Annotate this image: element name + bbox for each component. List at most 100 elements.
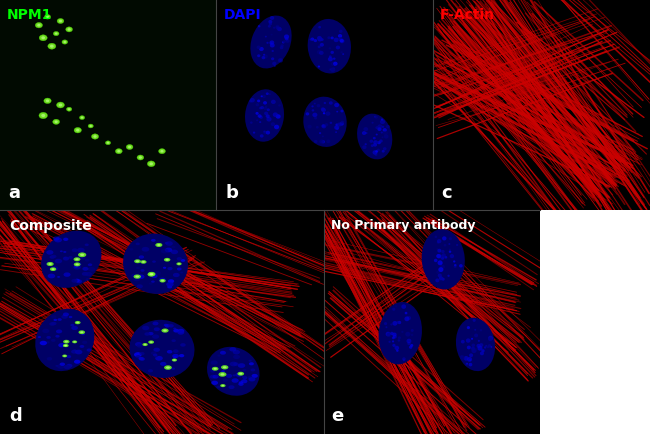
Ellipse shape [159, 279, 166, 283]
Ellipse shape [437, 241, 439, 244]
Ellipse shape [248, 360, 252, 362]
Ellipse shape [74, 265, 78, 268]
Ellipse shape [64, 273, 71, 277]
Ellipse shape [374, 116, 378, 118]
Ellipse shape [157, 244, 161, 246]
Ellipse shape [228, 385, 235, 389]
Ellipse shape [250, 368, 255, 372]
Ellipse shape [238, 363, 245, 368]
Ellipse shape [64, 345, 66, 346]
Ellipse shape [469, 359, 471, 361]
Ellipse shape [480, 352, 484, 355]
Ellipse shape [233, 350, 240, 355]
Ellipse shape [149, 283, 153, 285]
Ellipse shape [278, 104, 281, 106]
Ellipse shape [58, 104, 62, 106]
Ellipse shape [51, 322, 57, 325]
Ellipse shape [51, 266, 58, 271]
Ellipse shape [385, 332, 391, 336]
Ellipse shape [46, 250, 53, 255]
Ellipse shape [154, 271, 161, 276]
Ellipse shape [59, 20, 62, 22]
Ellipse shape [338, 34, 342, 38]
Ellipse shape [53, 31, 59, 36]
Ellipse shape [252, 374, 258, 378]
Ellipse shape [63, 312, 69, 316]
Ellipse shape [257, 46, 261, 49]
Ellipse shape [335, 132, 337, 133]
Ellipse shape [488, 337, 492, 341]
Ellipse shape [164, 242, 168, 244]
Ellipse shape [172, 354, 179, 358]
Ellipse shape [380, 119, 385, 124]
Ellipse shape [410, 344, 413, 347]
Ellipse shape [72, 340, 77, 343]
Ellipse shape [226, 374, 232, 378]
Ellipse shape [271, 100, 276, 104]
Ellipse shape [168, 324, 174, 328]
Ellipse shape [383, 131, 388, 135]
Ellipse shape [79, 345, 84, 348]
Ellipse shape [376, 141, 378, 144]
Ellipse shape [436, 254, 441, 258]
Ellipse shape [155, 243, 162, 247]
Ellipse shape [221, 370, 225, 372]
Ellipse shape [441, 253, 446, 257]
Ellipse shape [340, 39, 344, 43]
Ellipse shape [161, 329, 168, 332]
Ellipse shape [233, 355, 240, 359]
Ellipse shape [437, 254, 441, 258]
Ellipse shape [474, 329, 476, 331]
Ellipse shape [81, 333, 84, 335]
Ellipse shape [75, 350, 83, 354]
Ellipse shape [210, 369, 215, 372]
Ellipse shape [82, 272, 88, 276]
Ellipse shape [405, 312, 408, 314]
Ellipse shape [263, 101, 267, 105]
Ellipse shape [55, 121, 58, 123]
Ellipse shape [311, 109, 314, 112]
Ellipse shape [133, 276, 140, 281]
Ellipse shape [63, 238, 68, 241]
Ellipse shape [387, 333, 391, 337]
Ellipse shape [46, 99, 49, 102]
Ellipse shape [64, 365, 71, 369]
Ellipse shape [245, 89, 284, 142]
Ellipse shape [61, 315, 68, 319]
Ellipse shape [442, 236, 447, 240]
Ellipse shape [341, 51, 343, 53]
Ellipse shape [142, 326, 150, 330]
Ellipse shape [40, 341, 47, 345]
Ellipse shape [313, 39, 317, 42]
Ellipse shape [164, 258, 170, 262]
Ellipse shape [74, 263, 81, 266]
Ellipse shape [46, 16, 49, 18]
Ellipse shape [55, 365, 58, 367]
Ellipse shape [365, 132, 367, 134]
Ellipse shape [324, 123, 328, 126]
Ellipse shape [53, 319, 57, 321]
Ellipse shape [378, 127, 382, 131]
Ellipse shape [35, 23, 42, 28]
Ellipse shape [256, 119, 258, 121]
Ellipse shape [177, 330, 184, 335]
Ellipse shape [46, 341, 49, 344]
Ellipse shape [63, 256, 69, 260]
Ellipse shape [377, 141, 381, 144]
Ellipse shape [276, 26, 281, 31]
Ellipse shape [411, 329, 414, 332]
Ellipse shape [137, 344, 143, 348]
Ellipse shape [219, 366, 224, 369]
Ellipse shape [436, 248, 438, 250]
Ellipse shape [475, 348, 478, 351]
Ellipse shape [326, 140, 330, 143]
Ellipse shape [177, 257, 182, 260]
Ellipse shape [324, 102, 326, 104]
Ellipse shape [317, 50, 322, 54]
Ellipse shape [319, 51, 324, 55]
Ellipse shape [266, 92, 268, 95]
Ellipse shape [64, 345, 68, 346]
Ellipse shape [242, 376, 247, 379]
Ellipse shape [314, 117, 317, 119]
Ellipse shape [151, 352, 157, 355]
